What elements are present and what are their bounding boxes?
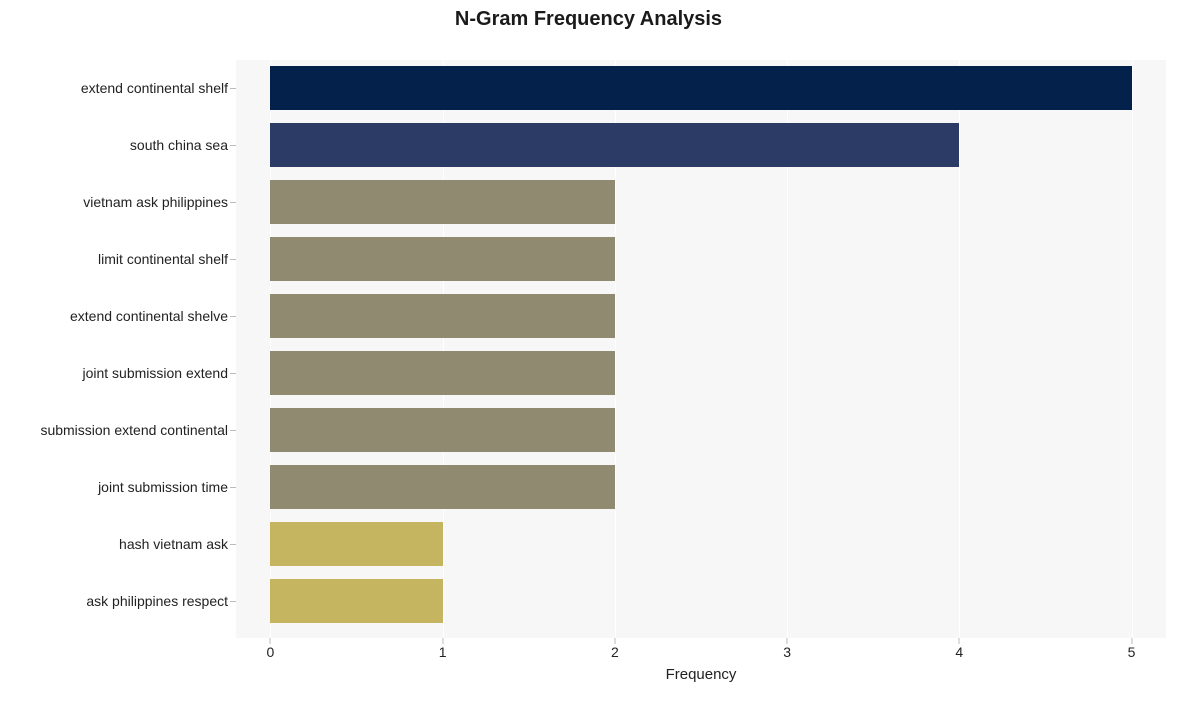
bar (270, 579, 442, 623)
bar (270, 294, 614, 338)
bar (270, 351, 614, 395)
chart-container: N-Gram Frequency Analysis extend contine… (0, 0, 1177, 701)
bar (270, 465, 614, 509)
y-axis-tick-label: submission extend continental (40, 422, 236, 438)
y-axis-tick-mark (230, 259, 236, 260)
y-axis-tick-label: ask philippines respect (86, 593, 236, 609)
grid-band (236, 630, 1166, 639)
y-axis-tick-mark (230, 487, 236, 488)
y-axis-tick-label: extend continental shelf (81, 80, 236, 96)
x-axis-tick-mark (1131, 638, 1132, 644)
bar (270, 237, 614, 281)
y-axis-tick-label: joint submission extend (82, 365, 236, 381)
y-axis-tick-mark (230, 544, 236, 545)
y-axis-tick-mark (230, 145, 236, 146)
y-axis-tick-label: extend continental shelve (70, 308, 236, 324)
x-axis-tick-mark (787, 638, 788, 644)
x-axis-label: Frequency (236, 666, 1166, 683)
y-axis-tick-mark (230, 88, 236, 89)
y-axis-tick-mark (230, 601, 236, 602)
y-axis-tick-mark (230, 430, 236, 431)
x-axis-tick-mark (614, 638, 615, 644)
bar (270, 180, 614, 224)
y-axis-tick-label: south china sea (130, 137, 236, 153)
y-axis-tick-label: joint submission time (98, 479, 236, 495)
y-axis-tick-mark (230, 373, 236, 374)
y-axis-tick-label: hash vietnam ask (119, 536, 236, 552)
x-axis-tick-mark (959, 638, 960, 644)
vertical-gridline (1132, 36, 1133, 638)
plot-area: extend continental shelfsouth china seav… (236, 36, 1166, 638)
y-axis-tick-label: vietnam ask philippines (83, 194, 236, 210)
x-axis-tick-mark (270, 638, 271, 644)
y-axis-tick-mark (230, 316, 236, 317)
bar (270, 66, 1131, 110)
y-axis-tick-mark (230, 202, 236, 203)
bar (270, 408, 614, 452)
chart-title: N-Gram Frequency Analysis (0, 8, 1177, 31)
bar (270, 522, 442, 566)
vertical-gridline (959, 36, 960, 638)
y-axis-tick-label: limit continental shelf (98, 251, 236, 267)
x-axis-tick-mark (442, 638, 443, 644)
bar (270, 123, 959, 167)
